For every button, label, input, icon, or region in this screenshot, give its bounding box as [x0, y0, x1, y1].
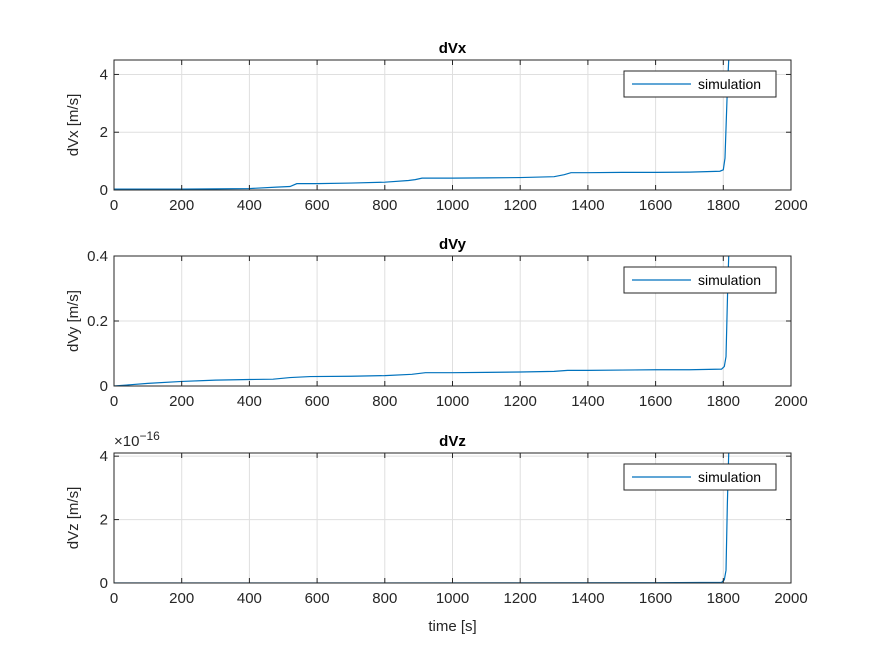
x-tick-label: 1400 — [571, 393, 604, 410]
x-tick-label: 1000 — [436, 197, 469, 214]
x-tick-label: 1200 — [504, 197, 537, 214]
y-axis-label: dVz [m/s] — [65, 487, 82, 550]
x-tick-label: 400 — [237, 393, 262, 410]
subplot-title: dVz — [439, 433, 466, 450]
y-exponent-label: ×10−16 — [114, 429, 160, 450]
x-tick-label: 2000 — [774, 197, 807, 214]
x-axis-label: time [s] — [428, 618, 476, 635]
y-exponent-power: −16 — [139, 429, 160, 443]
x-tick-label: 2000 — [774, 590, 807, 607]
y-tick-label: 0.4 — [87, 248, 108, 265]
x-tick-label: 1800 — [707, 197, 740, 214]
legend-label: simulation — [698, 272, 761, 288]
subplot-title: dVy — [439, 236, 467, 253]
x-tick-label: 1000 — [436, 393, 469, 410]
legend: simulation — [623, 70, 777, 98]
x-tick-label: 1400 — [571, 197, 604, 214]
y-tick-label: 2 — [100, 512, 108, 529]
y-tick-label: 0 — [100, 378, 108, 395]
x-tick-label: 1000 — [436, 590, 469, 607]
legend: simulation — [623, 266, 777, 294]
x-tick-label: 200 — [169, 590, 194, 607]
y-axis-label: dVx [m/s] — [65, 94, 82, 157]
legend-label: simulation — [698, 76, 761, 92]
x-tick-label: 400 — [237, 590, 262, 607]
series-line-simulation — [114, 256, 730, 386]
subplots: 0 200 400 600 800 1000 1200 1400 1600 1800 2000024… — [65, 40, 808, 635]
y-tick-label: 0.2 — [87, 313, 108, 330]
x-tick-label: 800 — [372, 590, 397, 607]
y-tick-label: 2 — [100, 124, 108, 141]
x-tick-label: 200 — [169, 197, 194, 214]
x-tick-label: 600 — [305, 197, 330, 214]
x-tick-label: 1200 — [504, 590, 537, 607]
y-tick-label: 4 — [100, 448, 108, 465]
y-tick-label: 0 — [100, 182, 108, 199]
x-tick-label: 600 — [305, 590, 330, 607]
legend: simulation — [623, 463, 777, 491]
x-tick-label: 800 — [372, 393, 397, 410]
x-tick-label: 1200 — [504, 393, 537, 410]
x-tick-label: 1800 — [707, 393, 740, 410]
x-tick-label: 1600 — [639, 590, 672, 607]
subplot-title: dVx — [439, 40, 467, 57]
y-tick-label: 4 — [100, 66, 108, 83]
y-tick-label: 0 — [100, 575, 108, 592]
x-tick-label: 2000 — [774, 393, 807, 410]
x-tick-label: 0 — [110, 393, 118, 410]
x-tick-label: 1400 — [571, 590, 604, 607]
x-tick-label: 200 — [169, 393, 194, 410]
subplot-dvx: 0 200 400 600 800 1000 1200 1400 1600 1800 2000 0 2 4… — [65, 40, 808, 214]
x-tick-label: 800 — [372, 197, 397, 214]
x-tick-label: 400 — [237, 197, 262, 214]
x-tick-label: 1800 — [707, 590, 740, 607]
y-exponent-base: ×10 — [114, 433, 139, 450]
subplot-dvz: 0 200 400 600 800 1000 1200 1400 1600 1800 2000 0 2 4… — [65, 429, 808, 635]
series-line-simulation — [114, 60, 730, 190]
x-tick-label: 1600 — [639, 197, 672, 214]
x-tick-label: 0 — [110, 590, 118, 607]
x-tick-label: 0 — [110, 197, 118, 214]
x-tick-label: 600 — [305, 393, 330, 410]
x-tick-label: 1600 — [639, 393, 672, 410]
subplot-dvy: 0 200 400 600 800 1000 1200 1400 1600 1800 2000 0 0.… — [65, 236, 808, 410]
legend-label: simulation — [698, 469, 761, 485]
y-axis-label: dVy [m/s] — [65, 290, 82, 352]
